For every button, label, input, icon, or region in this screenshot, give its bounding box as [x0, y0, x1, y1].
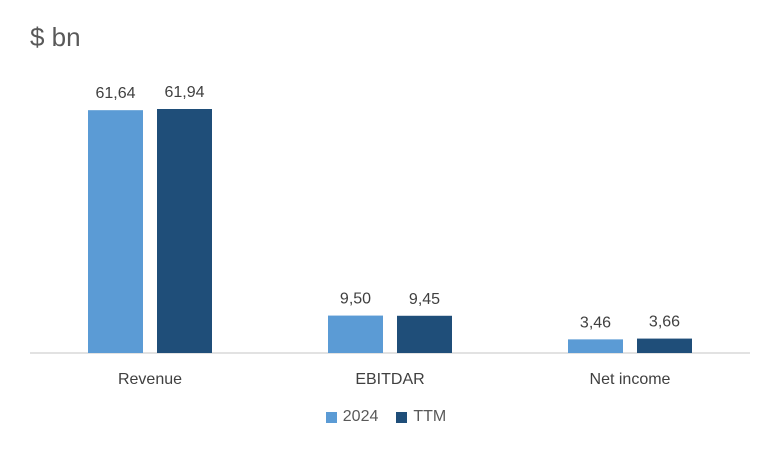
x-tick-label-revenue: Revenue: [118, 371, 182, 388]
x-tick-label-ebitdar: EBITDAR: [355, 371, 424, 388]
legend-swatch-2024: [325, 411, 337, 423]
data-label-revenue-2024: 61,64: [95, 85, 135, 102]
data-label-net-income-ttm: 3,66: [649, 314, 680, 331]
data-label-revenue-ttm: 61,94: [164, 84, 204, 101]
bar-net-income-ttm: [637, 338, 692, 353]
chart-title: $ bn: [30, 22, 81, 52]
data-label-net-income-2024: 3,46: [580, 314, 611, 331]
data-label-ebitdar-2024: 9,50: [340, 291, 371, 308]
legend: 2024 TTM: [0, 408, 772, 426]
bar-revenue-ttm: [157, 109, 212, 353]
data-label-ebitdar-ttm: 9,45: [409, 291, 440, 308]
legend-item-2024: 2024: [325, 408, 379, 426]
bar-net-income-2024: [568, 339, 623, 353]
legend-swatch-ttm: [396, 411, 408, 423]
bar-ebitdar-2024: [328, 315, 383, 353]
legend-item-ttm: TTM: [396, 408, 446, 426]
x-tick-label-net-income: Net income: [590, 371, 671, 388]
bar-revenue-2024: [88, 110, 143, 353]
legend-label-ttm: TTM: [413, 408, 447, 425]
legend-label-2024: 2024: [342, 408, 379, 425]
bar-ebitdar-ttm: [397, 315, 452, 353]
